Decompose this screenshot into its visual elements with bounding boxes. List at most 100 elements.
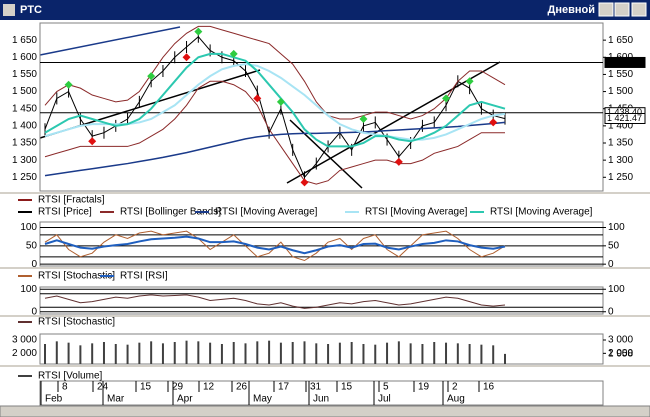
legend-label: RTSI [RSI] <box>120 271 168 282</box>
y-tick-label: 2 000 <box>12 348 37 359</box>
legend-label: RTSI [Fractals] <box>38 195 105 206</box>
price-line <box>44 36 506 179</box>
legend-label: RTSI [Bollinger Bands] <box>120 207 221 218</box>
close-button[interactable] <box>631 2 647 17</box>
month-label: Apr <box>177 394 193 405</box>
y-tick-label-right: 100 <box>608 222 625 233</box>
fractal-up <box>276 97 285 106</box>
legend-label: RTSI [Stochastic] <box>38 317 115 328</box>
month-label: Feb <box>45 394 63 405</box>
fractal-down <box>300 178 309 187</box>
chart-area <box>0 20 650 417</box>
date-axis <box>39 380 604 406</box>
day-label: 31 <box>310 382 322 393</box>
y-tick-label: 1 300 <box>12 155 37 166</box>
y-tick-label: 0 <box>31 259 37 270</box>
fractal-down <box>394 157 403 166</box>
fractal-up <box>359 115 368 123</box>
y-tick-label: 1 650 <box>12 35 37 46</box>
fractal-down <box>88 137 97 146</box>
y-tick-label: 1 450 <box>12 103 37 114</box>
y-tick-label-right: 0 <box>608 259 614 270</box>
window-title: PTC <box>20 4 42 16</box>
legend-label: RTSI [Volume] <box>38 371 103 382</box>
day-label: 15 <box>140 382 152 393</box>
day-label: 2 <box>452 382 458 393</box>
trend-line <box>289 119 363 189</box>
y-tick-label: 3 000 <box>12 335 37 346</box>
day-label: 12 <box>203 382 215 393</box>
month-label: Jun <box>313 394 329 405</box>
current-value-label: 1 958 <box>608 349 633 360</box>
legend-label: RTSI [Moving Average] <box>365 207 468 218</box>
day-label: 26 <box>236 382 248 393</box>
day-label: 16 <box>483 382 495 393</box>
y-tick-label: 50 <box>26 240 38 251</box>
y-tick-label: 0 <box>31 306 37 317</box>
fractal-up <box>229 49 238 58</box>
moving-average <box>44 52 506 148</box>
panel-separator <box>0 192 650 194</box>
month-label: Mar <box>107 394 125 405</box>
y-tick-label: 1 400 <box>12 120 37 131</box>
y-tick-label: 100 <box>20 222 37 233</box>
fractal-up <box>64 80 73 89</box>
y-tick-label-right: 0 <box>608 306 614 317</box>
fractal-down <box>182 53 191 62</box>
title-bar <box>0 0 650 20</box>
channel-line <box>39 26 181 56</box>
y-tick-label-right: 1 400 <box>608 120 633 131</box>
y-tick-label: 100 <box>20 284 37 295</box>
y-tick-label-right: 1 300 <box>608 155 633 166</box>
moving-average <box>44 121 506 177</box>
day-label: 15 <box>341 382 353 393</box>
panel-frame <box>39 221 604 267</box>
panel-frame <box>39 22 604 192</box>
fractal-up <box>442 94 451 103</box>
window-mode: Дневной <box>548 4 596 16</box>
y-tick-label-right: 1 350 <box>608 138 633 149</box>
y-tick-label-right: 2 000 <box>608 348 633 359</box>
day-label: 8 <box>62 382 68 393</box>
legend-label: RTSI [Moving Average] <box>215 207 318 218</box>
oscillator-line <box>44 294 506 309</box>
panel-separator <box>0 365 650 367</box>
window-icon <box>3 4 15 16</box>
legend-label: RTSI [Price] <box>38 207 92 218</box>
fractal-down <box>489 118 498 127</box>
y-tick-label: 1 550 <box>12 69 37 80</box>
price-marker-box <box>604 56 646 68</box>
panel-frame <box>39 333 604 365</box>
y-tick-label-right: 3 000 <box>608 335 633 346</box>
panel-separator <box>0 267 650 269</box>
fractal-up <box>147 72 156 81</box>
minimize-button[interactable] <box>598 2 614 17</box>
y-tick-label: 1 350 <box>12 138 37 149</box>
y-tick-label: 1 250 <box>12 172 37 183</box>
day-label: 19 <box>418 382 430 393</box>
trend-line <box>286 61 501 184</box>
legend-label: RTSI [Stochastic] <box>38 271 115 282</box>
oscillator-line <box>44 235 506 255</box>
maximize-button[interactable] <box>614 2 630 17</box>
legend-label: RTSI [Moving Average] <box>490 207 593 218</box>
fractal-up <box>194 27 203 36</box>
y-tick-label-right: 1 250 <box>608 172 633 183</box>
price-marker-label: 1 584.90 <box>607 57 642 67</box>
y-tick-label: 1 600 <box>12 52 37 63</box>
scrollbar <box>0 405 650 417</box>
price-marker-label: 1 438.40 <box>607 107 642 117</box>
fractal-down <box>253 94 262 103</box>
day-label: 17 <box>278 382 290 393</box>
y-tick-label-right: 1 650 <box>608 35 633 46</box>
bollinger-upper <box>44 25 506 120</box>
month-label: May <box>253 394 272 405</box>
price-marker-label: 1 421.47 <box>607 113 642 123</box>
day-label: 5 <box>383 382 389 393</box>
y-tick-label-right: 100 <box>608 284 625 295</box>
fractal-up <box>465 77 474 86</box>
y-tick-label-right: 50 <box>608 240 620 251</box>
y-tick-label-right: 1 550 <box>608 69 633 80</box>
